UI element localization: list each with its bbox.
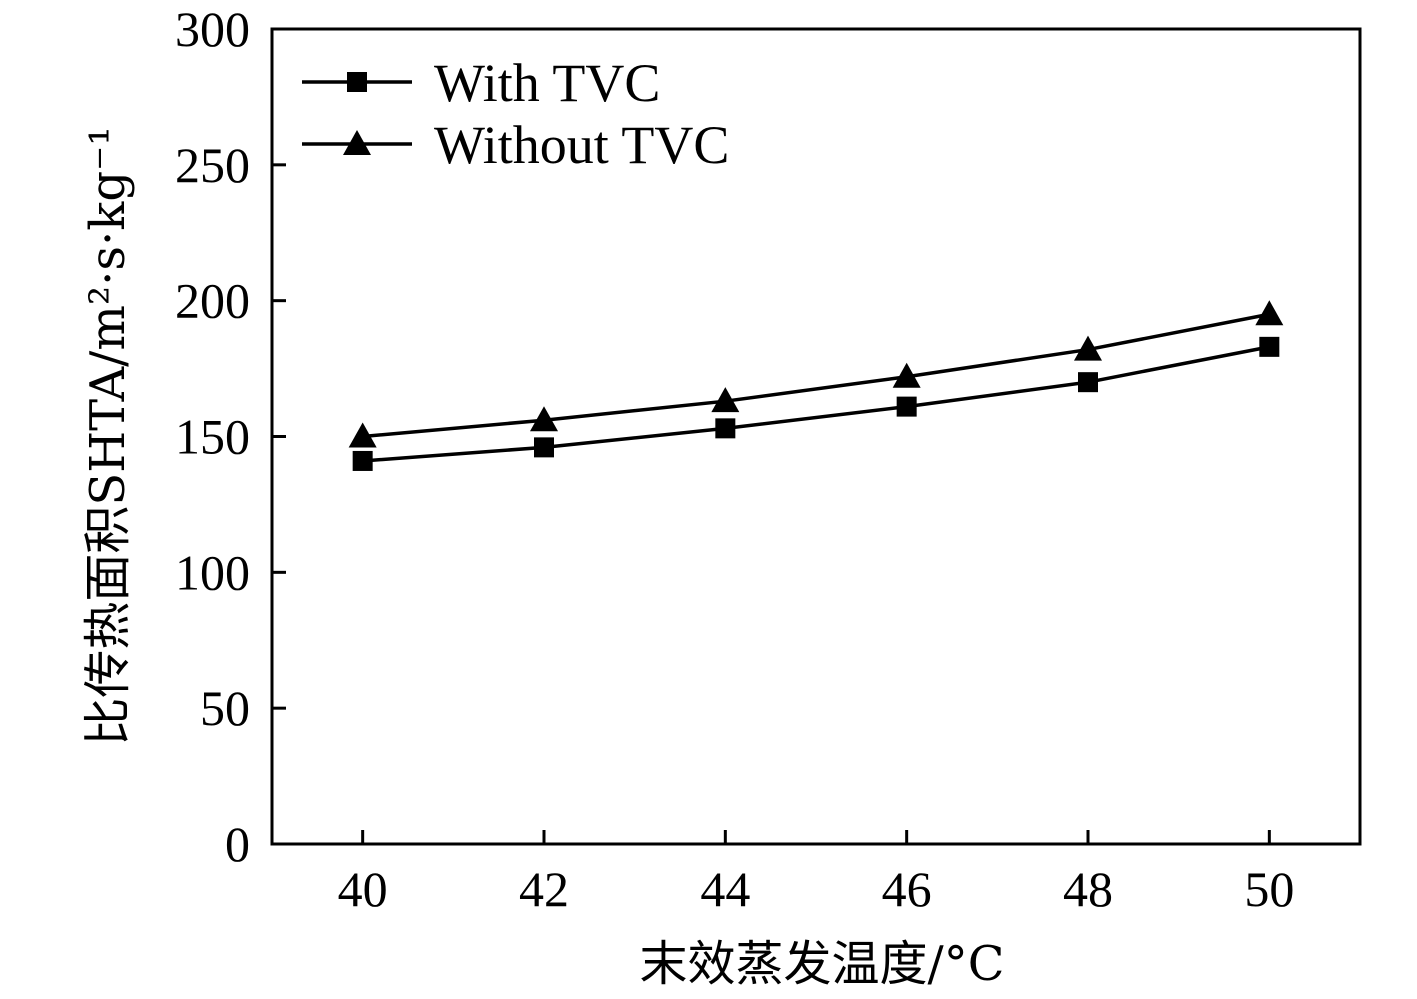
y-tick-label: 150 [175,409,250,465]
data-point-marker [1259,336,1280,357]
x-axis-title: 末效蒸发温度/°C [640,936,1005,992]
data-point-marker [892,362,921,388]
x-tick-label: 46 [882,861,932,917]
x-tick-label: 44 [700,861,750,917]
data-point-marker [348,422,377,448]
legend-marker [347,72,367,92]
legend-label: With TVC [434,53,660,113]
legend-marker [343,130,371,155]
data-point-marker [896,396,917,417]
y-tick-label: 100 [175,544,250,600]
legend-item: With TVC [302,53,660,113]
data-point-marker [352,450,373,471]
data-point-marker [1255,300,1284,326]
x-axis: 40 42 44 46 48 50 [338,830,1294,917]
y-axis-title: 比传热面积SHTA/m²·s·kg⁻¹ [80,126,136,745]
y-tick-label: 250 [175,137,250,193]
data-point-marker [534,437,554,458]
x-tick-label: 48 [1063,861,1113,917]
x-tick-label: 40 [338,861,388,917]
x-tick-label: 50 [1244,861,1294,917]
data-point-marker [711,387,740,413]
data-point-marker [1074,335,1102,361]
data-point-marker [1078,372,1098,393]
series-layer [348,300,1284,471]
data-point-marker [530,406,558,432]
y-axis: 0 50 100 150 200 250 300 [175,1,286,872]
series-line [362,345,1270,463]
x-tick-label: 42 [519,861,569,917]
data-point-marker [715,418,736,439]
y-tick-label: 200 [175,273,250,329]
y-tick-label: 300 [175,1,250,57]
series-without-tvc [348,300,1284,448]
y-tick-label: 50 [200,680,250,736]
series-line [362,312,1270,439]
y-tick-label: 0 [225,816,250,872]
series-with-tvc [352,336,1280,471]
legend-item: Without TVC [302,115,729,175]
legend-label: Without TVC [434,115,729,175]
